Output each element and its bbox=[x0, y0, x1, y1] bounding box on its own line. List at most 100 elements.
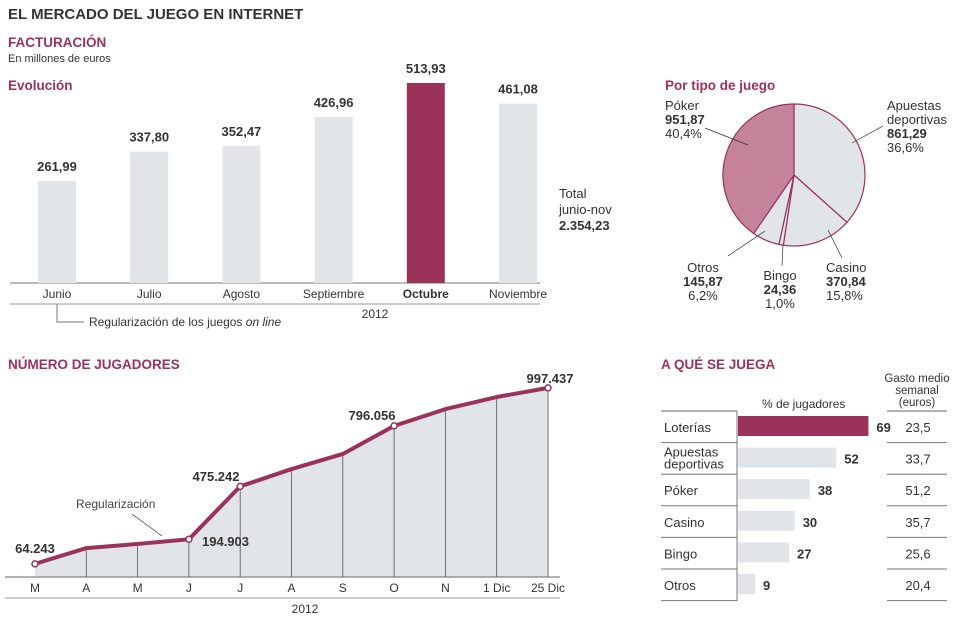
bar-value-label: 461,08 bbox=[498, 82, 538, 97]
bar-value-label: 261,99 bbox=[37, 159, 77, 174]
pie-slice-name: deportivas bbox=[887, 112, 947, 127]
bar-category-label: Noviembre bbox=[489, 287, 547, 301]
x-tick-label: M bbox=[30, 581, 40, 595]
pie-slice-pct: 36,6% bbox=[887, 140, 924, 155]
bar-1 bbox=[130, 151, 169, 283]
games-value-label: 30 bbox=[803, 515, 817, 530]
data-value-label: 64.243 bbox=[15, 541, 55, 556]
games-value-label: 27 bbox=[797, 546, 811, 561]
regularizacion-label: Regularización bbox=[76, 497, 156, 511]
games-bar-2 bbox=[738, 479, 810, 500]
billing-heading: FACTURACIÓN bbox=[8, 35, 107, 50]
pie-leader-line bbox=[851, 125, 884, 144]
games-spend-value: 23,5 bbox=[905, 420, 930, 435]
games-heading: A QUÉ SE JUEGA bbox=[661, 357, 776, 372]
total-line1: Total bbox=[559, 186, 587, 201]
games-spend-value: 20,4 bbox=[905, 578, 930, 593]
games-spend-value: 35,7 bbox=[905, 515, 930, 530]
data-point bbox=[31, 560, 39, 568]
data-point bbox=[185, 535, 193, 543]
pie-slice-name: Póker bbox=[665, 98, 700, 113]
pie-leader-line bbox=[727, 230, 766, 257]
x-tick-label: A bbox=[82, 581, 90, 595]
bar-2 bbox=[222, 145, 261, 283]
data-point bbox=[390, 422, 398, 430]
x-tick-label: N bbox=[441, 581, 450, 595]
pie-slice-value: 24,36 bbox=[764, 282, 797, 297]
bar-year-label: 2012 bbox=[362, 307, 389, 321]
x-tick-label: J bbox=[237, 581, 243, 595]
bar-value-label: 352,47 bbox=[222, 124, 262, 139]
games-category-label: Otros bbox=[664, 578, 696, 593]
data-value-label: 475.242 bbox=[193, 469, 240, 484]
pie-slice-value: 861,29 bbox=[887, 126, 927, 141]
games-value-label: 38 bbox=[818, 483, 832, 498]
data-value-label: 796.056 bbox=[349, 408, 396, 423]
games-value-label: 52 bbox=[844, 452, 858, 467]
pie-slice-value: 145,87 bbox=[683, 274, 723, 289]
x-tick-label: S bbox=[339, 581, 347, 595]
games-category-label: deportivas bbox=[664, 457, 724, 472]
bar-category-label: Agosto bbox=[223, 287, 261, 301]
spend-l2: semanal bbox=[895, 385, 939, 397]
games-bar-4 bbox=[738, 542, 790, 563]
bar-3 bbox=[314, 116, 353, 283]
area-year-label: 2012 bbox=[292, 602, 319, 616]
pie-slice-0 bbox=[793, 103, 866, 224]
pie-leader-line bbox=[704, 127, 749, 146]
games-bar-3 bbox=[738, 510, 795, 531]
players-heading: NÚMERO DE JUGADORES bbox=[8, 357, 180, 372]
bar-value-label: 513,93 bbox=[406, 61, 446, 76]
note-text: Regularización de los juegos bbox=[89, 315, 246, 329]
games-spend-value: 25,6 bbox=[905, 546, 930, 561]
billing-units: En millones de euros bbox=[8, 53, 111, 65]
x-tick-label: M bbox=[133, 581, 143, 595]
games-category-label: Casino bbox=[664, 515, 704, 530]
pie-slice-pct: 6,2% bbox=[688, 288, 718, 303]
games-col-pct: % de jugadores bbox=[762, 397, 846, 411]
bar-value-label: 337,80 bbox=[129, 130, 169, 145]
pie-slice-name: Casino bbox=[826, 260, 866, 275]
bar-4 bbox=[406, 83, 445, 283]
pie-slice-value: 370,84 bbox=[826, 274, 867, 289]
regularizacion-leader bbox=[131, 513, 163, 537]
games-value-label: 69 bbox=[876, 420, 890, 435]
pie-slice-name: Otros bbox=[687, 260, 719, 275]
games-col-spend: Gasto medio semanal (euros) bbox=[884, 373, 950, 409]
bar-category-label: Septiembre bbox=[303, 287, 365, 301]
bar-0 bbox=[38, 181, 76, 283]
pie-slice-1 bbox=[782, 173, 848, 247]
spend-l3: (euros) bbox=[898, 397, 936, 409]
spend-l1: Gasto medio bbox=[884, 373, 950, 385]
bar-5 bbox=[499, 103, 537, 283]
total-box: Total junio-nov 2.354,23 bbox=[559, 186, 612, 234]
pie-heading: Por tipo de juego bbox=[665, 78, 776, 93]
games-value-label: 9 bbox=[763, 578, 770, 593]
pie-slice-pct: 1,0% bbox=[765, 296, 795, 311]
x-tick-label: 25 Dic bbox=[531, 581, 565, 595]
games-category-label: Loterías bbox=[664, 420, 711, 435]
series-line bbox=[34, 385, 549, 566]
pie-slice-pct: 40,4% bbox=[665, 126, 702, 141]
bar-category-label: Junio bbox=[43, 287, 72, 301]
data-point bbox=[236, 482, 244, 491]
main-title: EL MERCADO DEL JUEGO EN INTERNET bbox=[8, 6, 304, 23]
data-value-label: 997.437 bbox=[527, 371, 574, 386]
games-bar-0 bbox=[738, 416, 869, 436]
note-italic: on line bbox=[245, 315, 282, 329]
bar-value-label: 426,96 bbox=[314, 95, 354, 110]
data-value-label: 194.903 bbox=[202, 534, 249, 549]
x-tick-label: 1 Dic bbox=[483, 581, 510, 595]
games-spend-value: 33,7 bbox=[905, 452, 930, 467]
games-bar-1 bbox=[738, 447, 837, 468]
bar-category-label: Julio bbox=[137, 287, 162, 301]
data-point bbox=[544, 384, 552, 392]
bar-category-label: Octubre bbox=[403, 287, 449, 301]
evolution-label: Evolución bbox=[8, 78, 73, 93]
x-tick-label: O bbox=[389, 581, 398, 595]
pie-slice-value: 951,87 bbox=[665, 112, 705, 127]
pie-slice-4 bbox=[722, 103, 795, 235]
x-tick-label: A bbox=[287, 581, 295, 595]
